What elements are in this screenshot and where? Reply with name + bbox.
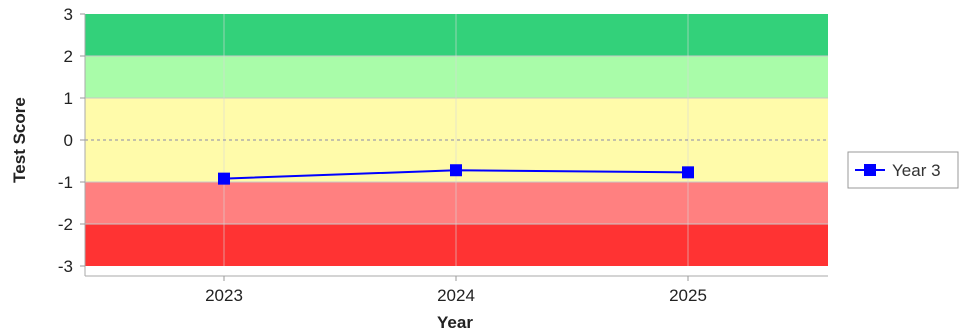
series-year-3 — [218, 164, 694, 185]
y-tick-label-0: 3 — [64, 5, 73, 24]
axes — [80, 13, 828, 281]
y-axis-title: Test Score — [10, 97, 29, 183]
y-tick-label-4: -1 — [58, 173, 73, 192]
x-axis-title: Year — [437, 313, 473, 331]
x-tick-label-2025: 2025 — [669, 286, 707, 305]
y-tick-label-3: 0 — [64, 131, 73, 150]
y-tick-label-6: -3 — [58, 257, 73, 276]
y-tick-label-2: 1 — [64, 89, 73, 108]
data-point-2025 — [682, 166, 694, 179]
data-point-2024 — [450, 164, 462, 177]
legend-marker-icon — [864, 164, 876, 176]
y-tick-label-1: 2 — [64, 47, 73, 66]
legend: Year 3 — [847, 151, 959, 189]
x-tick-label-2024: 2024 — [437, 286, 475, 305]
legend-label-year-3: Year 3 — [892, 161, 941, 180]
x-tick-label-2023: 2023 — [205, 286, 243, 305]
data-point-2023 — [218, 172, 230, 185]
y-tick-label-5: -2 — [58, 215, 73, 234]
axis-labels: 3 2 1 0 -1 -2 -3 2023 2024 2025 — [58, 5, 707, 305]
